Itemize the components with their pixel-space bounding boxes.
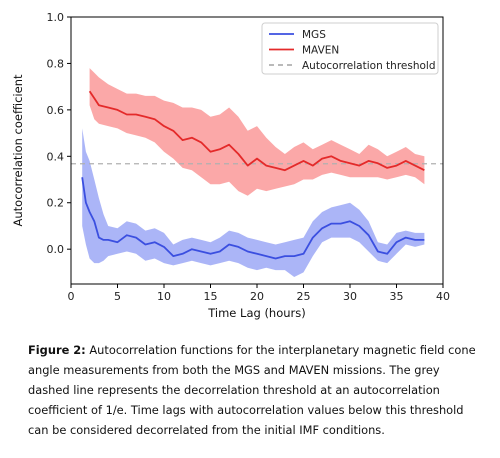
x-tick-label: 10 bbox=[157, 290, 171, 303]
series-lines bbox=[81, 90, 425, 260]
x-tick-label: 25 bbox=[297, 290, 311, 303]
x-tick-label: 0 bbox=[68, 290, 75, 303]
y-tick-label: 0.2 bbox=[47, 197, 65, 210]
confidence-bands bbox=[82, 68, 425, 277]
x-axis-ticks: 0 5 10 15 20 25 30 35 40 bbox=[68, 284, 450, 303]
x-tick-label: 20 bbox=[250, 290, 264, 303]
y-tick-label: 0.4 bbox=[47, 150, 65, 163]
mgs-confidence-band bbox=[82, 128, 425, 277]
y-tick-label: 1.0 bbox=[47, 11, 65, 24]
legend: MGS MAVEN Autocorrelation threshold bbox=[261, 22, 439, 75]
y-tick-label: 0.0 bbox=[47, 243, 65, 256]
x-tick-label: 35 bbox=[390, 290, 404, 303]
figure-caption: Figure 2: Autocorrelation functions for … bbox=[28, 340, 480, 440]
maven-line bbox=[88, 90, 425, 172]
legend-label-mgs: MGS bbox=[302, 29, 326, 41]
y-tick-label: 0.8 bbox=[47, 57, 65, 70]
caption-label: Figure 2: bbox=[28, 343, 86, 357]
legend-label-maven: MAVEN bbox=[302, 45, 339, 57]
figure: 0 5 10 15 20 25 30 35 40 0.0 0.2 0.4 0.6 0.8 1.0 Time… bbox=[11, 11, 450, 320]
x-tick-label: 30 bbox=[343, 290, 357, 303]
y-tick-label: 0.6 bbox=[47, 104, 65, 117]
mgs-line bbox=[81, 177, 425, 260]
legend-label-autocorrelation-threshold: Autocorrelation threshold bbox=[302, 60, 436, 72]
x-tick-label: 40 bbox=[436, 290, 450, 303]
y-axis-ticks: 0.0 0.2 0.4 0.6 0.8 1.0 bbox=[47, 11, 71, 256]
legend-box bbox=[261, 22, 439, 75]
caption-text: Autocorrelation functions for the interp… bbox=[28, 343, 476, 437]
autocorrelation-chart: 0 5 10 15 20 25 30 35 40 0.0 0.2 0.4 0.6 0.8 1.0 Time… bbox=[11, 11, 450, 320]
y-axis-label: Autocorrelation coefficient bbox=[11, 74, 25, 226]
x-axis-label: Time Lag (hours) bbox=[207, 306, 306, 320]
x-tick-label: 15 bbox=[204, 290, 218, 303]
x-tick-label: 5 bbox=[114, 290, 121, 303]
maven-confidence-band bbox=[89, 68, 425, 196]
